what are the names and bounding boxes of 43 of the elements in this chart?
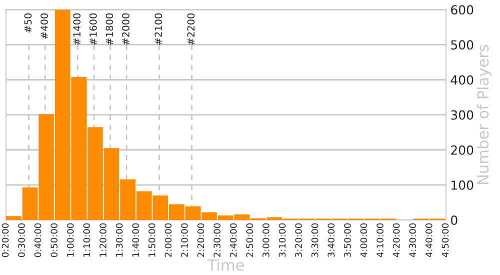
x-tick-label: 4:50:00 xyxy=(442,223,449,258)
x-tick-label: 2:00:00 xyxy=(164,223,172,257)
x-tick-label: 0:40:00 xyxy=(34,223,42,257)
x-tick-label: 3:30:00 xyxy=(311,223,318,257)
y-tick-label: 200 xyxy=(451,145,474,155)
y-tick-label: 0 xyxy=(450,215,458,225)
x-tick-label: 0:20:00 xyxy=(2,223,9,257)
y-tick-label: 100 xyxy=(452,180,474,190)
x-tick-label: 1:30:00 xyxy=(116,223,123,257)
x-tick-label: 4:40:00 xyxy=(425,223,432,258)
x-tick-label: 1:10:00 xyxy=(83,223,90,257)
x-tick-label: 3:20:00 xyxy=(295,223,302,257)
x-tick-label: 2:10:00 xyxy=(181,223,188,257)
annotation: #1400 xyxy=(73,13,81,45)
y-tick-label: 500 xyxy=(451,40,474,50)
x-tick-label: 4:10:00 xyxy=(376,223,384,258)
x-tick-label: 3:40:00 xyxy=(328,223,335,257)
annotation: #2200 xyxy=(187,13,195,45)
x-tick-label: 1:00:00 xyxy=(66,223,74,257)
annotation: #1600 xyxy=(89,13,97,45)
y-tick-label: 400 xyxy=(450,75,474,85)
x-tick-label: 2:40:00 xyxy=(230,223,237,257)
x-tick-label: 2:20:00 xyxy=(197,223,204,257)
annotation: #400 xyxy=(40,13,48,39)
x-tick-label: 0:50:00 xyxy=(50,223,58,257)
x-tick-label: 1:50:00 xyxy=(148,223,156,257)
annotation: #2100 xyxy=(154,13,162,45)
x-tick-label: 1:20:00 xyxy=(100,223,106,257)
x-tick-label: 3:00:00 xyxy=(262,223,270,257)
x-tick-label: 3:50:00 xyxy=(344,223,351,257)
y-tick-label: 300 xyxy=(451,110,474,120)
x-tick-label: 2:30:00 xyxy=(214,223,220,257)
x-tick-label: 4:20:00 xyxy=(392,223,400,258)
annotation: #2000 xyxy=(122,13,130,45)
annotation: #50 xyxy=(24,13,32,33)
y-tick-label: 600 xyxy=(451,5,474,15)
x-tick-label: 4:00:00 xyxy=(360,223,368,258)
x-tick-label: 4:30:00 xyxy=(409,223,416,258)
x-tick-label: 1:40:00 xyxy=(132,223,139,257)
x-tick-label: 0:30:00 xyxy=(18,223,25,257)
x-tick-label: 3:10:00 xyxy=(278,223,286,257)
x-tick-label: 2:50:00 xyxy=(246,223,254,257)
annotation: #1800 xyxy=(106,13,114,45)
